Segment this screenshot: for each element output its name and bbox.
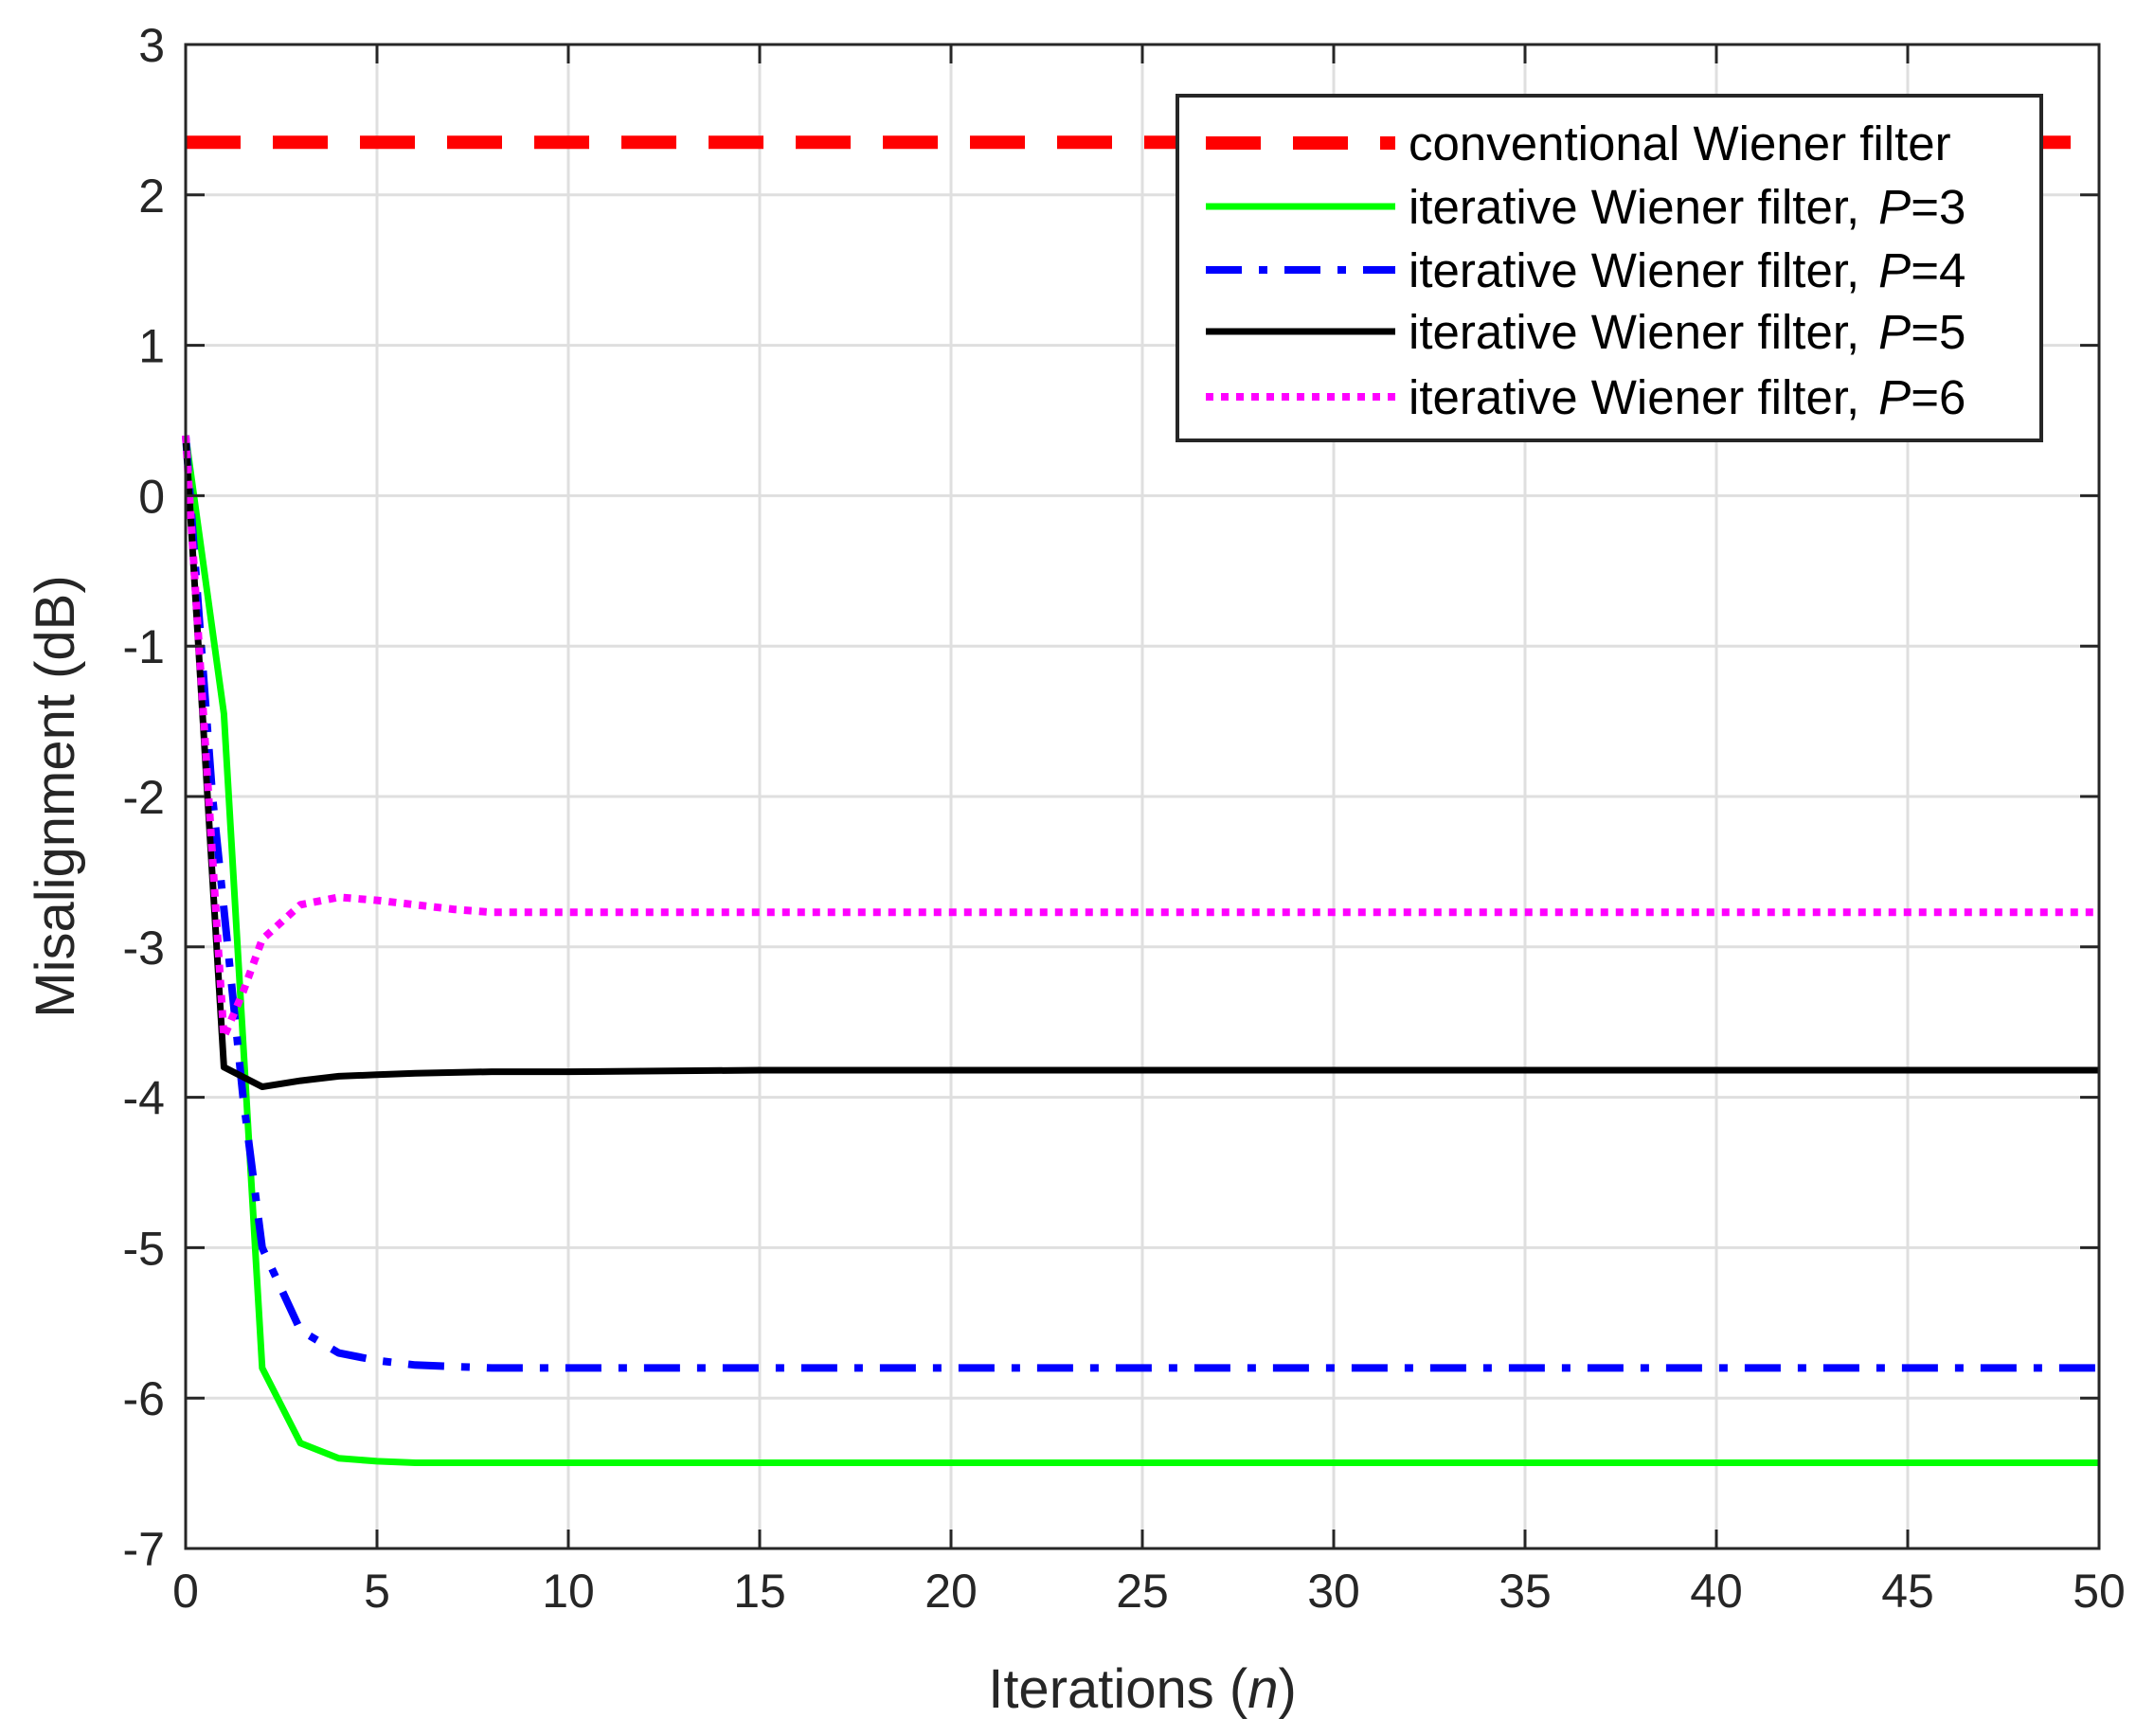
legend-label-2: iterative Wiener filter, P=4 [1409, 243, 1965, 297]
x-tick-label: 15 [733, 1565, 786, 1618]
legend-label-suffix: =6 [1911, 370, 1965, 424]
legend-label-main: iterative Wiener filter, [1409, 305, 1859, 359]
y-axis-title: Misalignment (dB) [25, 575, 86, 1017]
y-tick-label: 1 [138, 320, 165, 373]
x-tick-label: 10 [542, 1565, 595, 1618]
legend-label-suffix: =4 [1911, 243, 1965, 297]
tick-labels: 0 5 10 15 20 25 30 35 40 45 50 -7 -6 -5 -4 -3 -2 -1 0 1 2 3 [123, 19, 2126, 1618]
legend-label-suffix: =5 [1911, 305, 1965, 359]
y-tick-label: -2 [123, 771, 165, 824]
x-tick-label: 30 [1307, 1565, 1360, 1618]
y-tick-label: -3 [123, 922, 165, 975]
legend-label-main: iterative Wiener filter, [1409, 180, 1859, 234]
legend-label-var: P [1878, 243, 1911, 297]
x-tick-label: 20 [924, 1565, 978, 1618]
legend-label-main: iterative Wiener filter, [1409, 370, 1859, 424]
series-line-1 [182, 435, 2099, 1466]
series-line-3 [182, 435, 2099, 1090]
legend-label-0: conventional Wiener filter [1409, 116, 1951, 170]
series-line-2 [182, 435, 2099, 1372]
x-tick-label: 0 [172, 1565, 199, 1618]
legend-box [1176, 94, 2043, 442]
x-tick-label: 50 [2073, 1565, 2126, 1618]
y-tick-label: 2 [138, 170, 165, 223]
x-tick-label: 40 [1690, 1565, 1743, 1618]
legend-label-suffix: =3 [1911, 180, 1965, 234]
legend-label-4: iterative Wiener filter, P=6 [1409, 370, 1965, 424]
y-tick-label: -7 [123, 1523, 165, 1576]
legend: conventional Wiener filter iterative Wien… [1176, 94, 2043, 442]
x-tick-label: 35 [1499, 1565, 1552, 1618]
legend-label-3: iterative Wiener filter, P=5 [1409, 305, 1965, 359]
x-axis-title-suffix: ) [1278, 1658, 1296, 1720]
x-axis-title-var: n [1247, 1658, 1278, 1720]
y-tick-label: -5 [123, 1222, 165, 1275]
ticks [184, 43, 2101, 1550]
series-line-4 [182, 435, 2099, 1042]
x-tick-label: 5 [364, 1565, 390, 1618]
legend-label-var: P [1878, 305, 1911, 359]
x-tick-label: 45 [1881, 1565, 1934, 1618]
legend-label-var: P [1878, 370, 1911, 424]
y-tick-label: -1 [123, 620, 165, 673]
legend-label-1: iterative Wiener filter, P=3 [1409, 180, 1965, 234]
y-tick-label: -4 [123, 1072, 165, 1125]
y-tick-label: 0 [138, 470, 165, 523]
x-axis-title: Iterations (n) [988, 1658, 1297, 1720]
y-tick-label: 3 [138, 19, 165, 72]
x-axis-title-prefix: Iterations ( [988, 1658, 1247, 1720]
legend-label-var: P [1878, 180, 1911, 234]
y-tick-label: -6 [123, 1372, 165, 1425]
legend-label-main: conventional Wiener filter [1409, 116, 1951, 170]
legend-label-main: iterative Wiener filter, [1409, 243, 1859, 297]
x-tick-label: 25 [1116, 1565, 1169, 1618]
